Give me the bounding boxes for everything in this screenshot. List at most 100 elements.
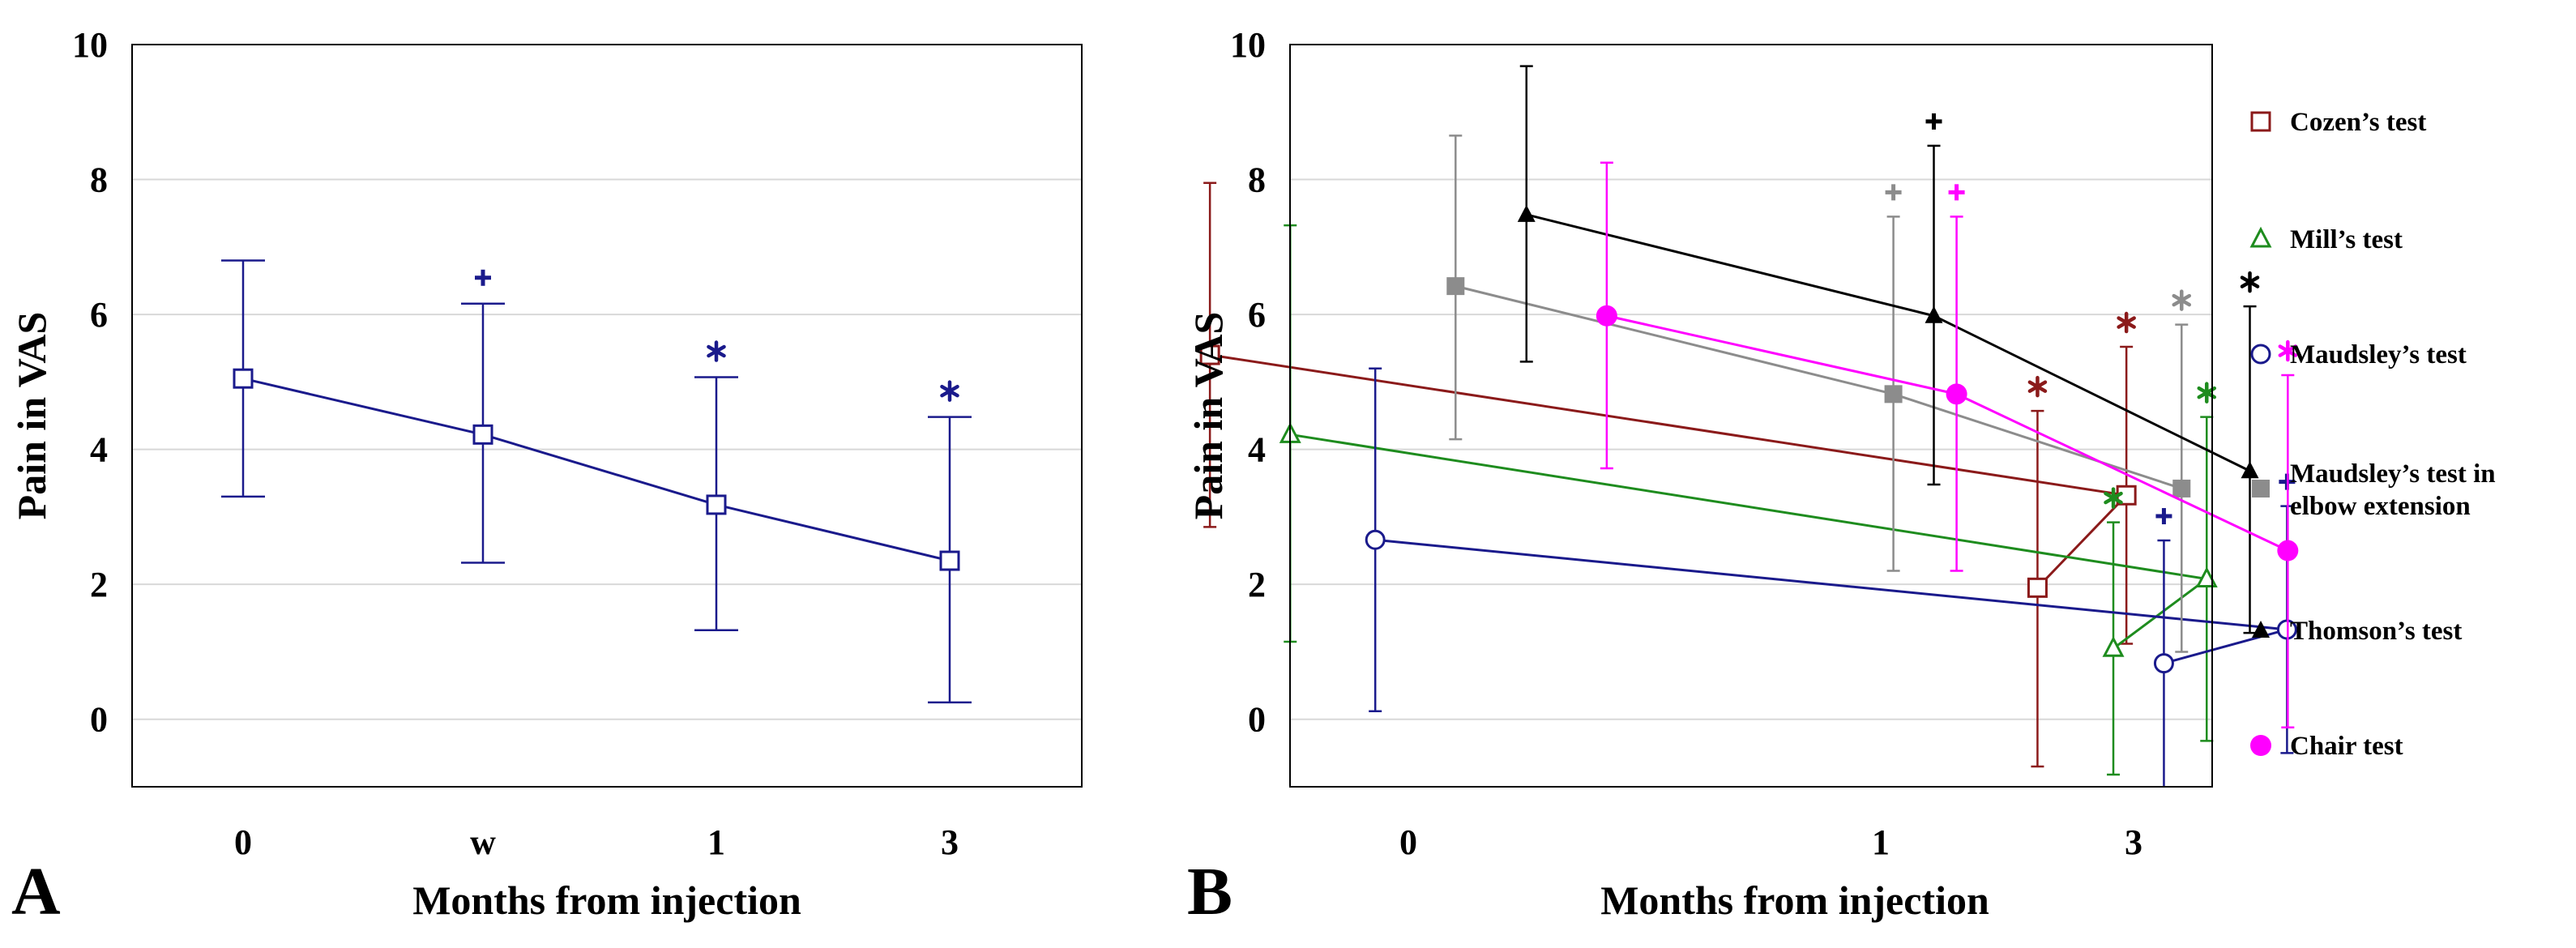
x-tick-label-1: 1 xyxy=(707,822,725,862)
significance-marker-arm xyxy=(2278,344,2298,357)
legend-item-thomson-s-test: Thomson’s test xyxy=(2252,617,2462,646)
data-point xyxy=(1517,204,1536,222)
legend-label: Chair test xyxy=(2290,732,2403,761)
data-point xyxy=(1946,383,1967,405)
panel-b-series xyxy=(1199,65,2299,787)
panel-a-frame xyxy=(131,44,1083,788)
panel-a-x-tick-labels: 0 w 1 3 xyxy=(234,822,959,862)
data-point xyxy=(1884,385,1903,404)
y-tick-label-2: 2 xyxy=(90,565,108,604)
legend-swatch xyxy=(2250,735,2271,756)
data-point xyxy=(2195,566,2218,588)
series-thomson-s-test xyxy=(1517,65,2260,634)
significance-marker xyxy=(940,380,959,402)
series-line xyxy=(1455,284,2182,490)
x-tick-label-w: w xyxy=(470,822,496,862)
significance-marker-arm xyxy=(2240,275,2260,288)
panel-a: 0 2 4 6 8 10 0 w 1 3 Pain in VAS Months from inj… xyxy=(9,25,1083,929)
significance-marker xyxy=(2172,289,2192,311)
data-point xyxy=(233,368,254,389)
legend-swatch xyxy=(2252,480,2270,497)
significance-marker xyxy=(1885,184,1902,201)
data-point xyxy=(2102,636,2125,657)
significance-marker xyxy=(1925,113,1942,130)
significance-marker xyxy=(475,269,491,286)
series-mill-s-test xyxy=(1279,224,2218,776)
legend-label-line: elbow extension xyxy=(2290,492,2471,521)
panel-a-y-axis-title: Pain in VAS xyxy=(9,312,54,520)
data-point xyxy=(2277,540,2299,562)
series-line xyxy=(1290,433,2211,650)
series-line xyxy=(1209,353,2130,589)
legend-label: Maudsley’s test in elbow extension xyxy=(2290,459,2496,521)
legend-swatch xyxy=(2252,621,2270,638)
data-point xyxy=(472,424,493,445)
panel-b: 0 2 4 6 8 10 0 1 3 Pain in VAS Months from inje… xyxy=(1185,25,2496,929)
legend-item-maudsley-s-test: Maudsley’s test xyxy=(2250,340,2467,369)
panel-b-y-tick-labels: 0 2 4 6 8 10 xyxy=(1230,25,1266,740)
legend-item-mill-s-test: Mill’s test xyxy=(2249,225,2403,254)
legend-swatch xyxy=(2250,111,2271,132)
significance-marker xyxy=(2240,271,2260,293)
series-line xyxy=(1606,314,2288,552)
x-tick-label-3: 3 xyxy=(2125,822,2142,862)
data-point xyxy=(2027,577,2048,598)
series-maudsley-s-test-in-elbow-extension xyxy=(1446,135,2192,653)
data-point xyxy=(2153,653,2174,674)
x-tick-label-0: 0 xyxy=(1399,822,1417,862)
panel-a-x-axis-title: Months from injection xyxy=(412,878,801,923)
data-point xyxy=(1446,277,1465,296)
significance-marker xyxy=(707,340,726,362)
significance-marker-arm xyxy=(940,384,959,398)
data-point xyxy=(706,494,727,515)
panel-b-y-axis-title: Pain in VAS xyxy=(1185,312,1231,520)
significance-marker xyxy=(2027,375,2048,398)
x-tick-label-3: 3 xyxy=(941,822,959,862)
panel-b-x-tick-labels: 0 1 3 xyxy=(1399,822,2142,862)
significance-marker-arm xyxy=(707,344,726,358)
significance-marker xyxy=(2104,487,2123,509)
panel-b-gridlines xyxy=(1290,178,2212,720)
significance-marker-arm xyxy=(2104,491,2123,505)
significance-marker-arm xyxy=(2117,316,2136,329)
legend-label: Mill’s test xyxy=(2290,225,2403,254)
y-tick-label-2: 2 xyxy=(1248,565,1266,604)
series-line xyxy=(242,377,951,562)
y-tick-label-10: 10 xyxy=(1230,25,1266,65)
significance-marker-arm xyxy=(2172,293,2192,307)
y-tick-label-6: 6 xyxy=(90,295,108,335)
legend-label: Cozen’s test xyxy=(2290,108,2426,137)
legend-label-line: Maudsley’s test in xyxy=(2290,459,2496,489)
significance-marker xyxy=(2155,508,2172,525)
significance-marker xyxy=(2278,339,2298,362)
y-tick-label-8: 8 xyxy=(1248,160,1266,200)
series-chair-test xyxy=(1596,161,2299,728)
panel-b-letter: B xyxy=(1187,854,1232,929)
series-line xyxy=(1375,538,2288,665)
significance-marker xyxy=(1948,184,1965,201)
panel-b-frame xyxy=(1289,44,2213,788)
data-point xyxy=(2172,479,2191,497)
series-maudsley-s-test xyxy=(1365,367,2297,787)
x-tick-label-0: 0 xyxy=(234,822,252,862)
y-tick-label-6: 6 xyxy=(1248,295,1266,335)
panel-a-letter: A xyxy=(11,854,61,929)
legend-item-maudsley-s-test-in-elbow-extension: Maudsley’s test in elbow extension xyxy=(2252,459,2496,521)
significance-marker xyxy=(2117,311,2136,334)
data-point xyxy=(2241,461,2259,479)
y-tick-label-4: 4 xyxy=(90,430,108,470)
panel-b-legend: Cozen’s test Mill’s test Maudsley’s test Ma… xyxy=(2249,108,2496,761)
panel-a-y-tick-labels: 0 2 4 6 8 10 xyxy=(72,25,108,740)
legend-swatch xyxy=(2250,344,2271,365)
data-point xyxy=(1199,344,1220,365)
panel-a-gridlines xyxy=(132,178,1082,720)
y-tick-label-0: 0 xyxy=(90,700,108,740)
data-point xyxy=(1925,305,1943,323)
legend-swatch xyxy=(2249,226,2272,248)
legend-item-cozen-s-test: Cozen’s test xyxy=(2250,108,2426,137)
y-tick-label-0: 0 xyxy=(1248,700,1266,740)
series-vas xyxy=(221,259,972,704)
data-point xyxy=(1596,305,1617,327)
legend-item-chair-test: Chair test xyxy=(2250,732,2403,761)
